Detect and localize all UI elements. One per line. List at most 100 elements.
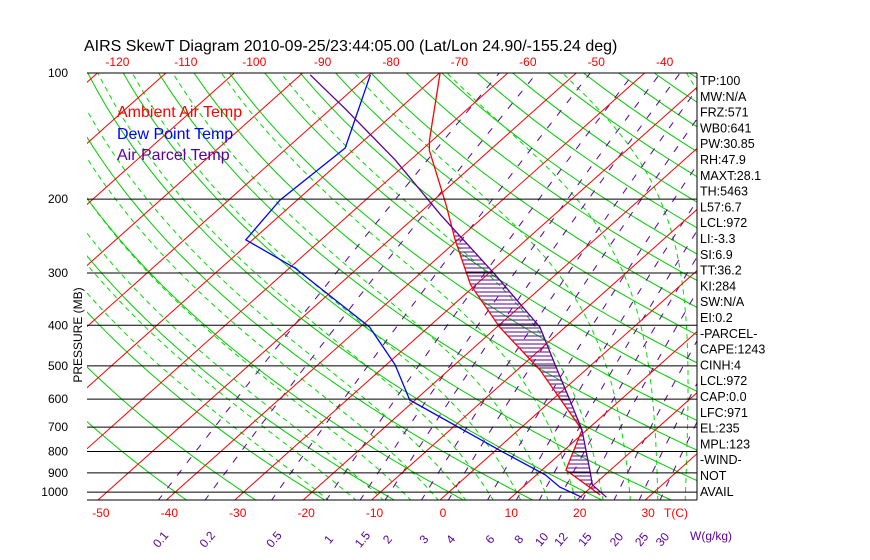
moist-adiabat xyxy=(562,73,689,500)
moist-adiabat xyxy=(220,73,576,500)
dry-adiabat xyxy=(87,197,465,500)
top-temp-tick-label: -40 xyxy=(656,55,674,69)
mixing-ratio-tick-label: 0.2 xyxy=(197,528,219,550)
mixing-ratio-tick-label: 0.5 xyxy=(263,528,285,550)
isotherm xyxy=(439,269,697,500)
moist-adiabat xyxy=(131,73,522,500)
mixing-ratio-tick-label: 20 xyxy=(607,530,627,549)
isotherm xyxy=(87,73,235,206)
isotherm xyxy=(87,73,98,83)
isotherm xyxy=(0,73,29,501)
dry-adiabat xyxy=(653,73,697,103)
temp-tick-label: -10 xyxy=(366,506,384,520)
moist-adiabat xyxy=(87,263,357,500)
mixing-ratio-line xyxy=(325,73,635,500)
index-value: CAP:0.0 xyxy=(700,390,747,404)
isotherm xyxy=(507,330,697,500)
mixing-ratio-line xyxy=(557,256,697,500)
dry-adiabat xyxy=(229,73,697,422)
legend-dewpoint: Dew Point Temp xyxy=(117,126,233,143)
mixing-ratio-tick-label: 4 xyxy=(443,532,458,546)
moist-adiabat xyxy=(87,157,439,500)
isotherm xyxy=(302,147,697,500)
pressure-tick-label: 100 xyxy=(48,66,68,80)
top-temp-tick-label: -100 xyxy=(242,55,266,69)
index-value: MAXT:28.1 xyxy=(700,169,761,183)
index-value: CINH:4 xyxy=(700,358,741,372)
mixing-ratio-tick-label: 30 xyxy=(653,530,673,549)
mixing-ratio-tick-label: 8 xyxy=(511,532,526,546)
dry-adiabat xyxy=(87,366,257,500)
temp-tick-label: 0 xyxy=(440,506,447,520)
isotherm xyxy=(87,73,372,328)
mixing-ratio-tick-label: 3 xyxy=(416,532,431,546)
dry-adiabat xyxy=(441,73,697,255)
moist-adiabat xyxy=(172,73,549,500)
index-value: RH:47.9 xyxy=(700,153,746,167)
legend: Ambient Air Temp Dew Point Temp Air Parc… xyxy=(117,104,242,164)
dewpoint-line xyxy=(244,74,583,498)
temp-tick-label: 30 xyxy=(641,506,655,520)
index-value: LFC:971 xyxy=(700,406,748,420)
mixing-ratio-tick-label: 25 xyxy=(632,530,652,549)
dry-adiabat xyxy=(299,73,697,364)
dry-adiabat xyxy=(796,73,870,501)
index-value: LCL:972 xyxy=(700,374,747,388)
index-value: -WIND- xyxy=(700,453,742,467)
isotherm xyxy=(370,208,697,500)
mixing-ratio-line xyxy=(515,199,697,500)
mixing-ratio-line xyxy=(157,73,500,500)
index-value: TH:5463 xyxy=(700,185,748,199)
mixing-ratio-tick-label: 1 xyxy=(321,532,336,546)
isotherm xyxy=(576,392,697,500)
legend-parcel: Air Parcel Temp xyxy=(117,147,230,164)
top-temp-tick-label: -80 xyxy=(382,55,400,69)
y-axis-label: PRESSURE (MB) xyxy=(71,287,85,382)
pressure-tick-label: 600 xyxy=(48,392,68,406)
pressure-tick-label: 400 xyxy=(48,318,68,332)
top-temp-tick-label: -110 xyxy=(174,55,197,69)
temp-unit-label: T(C) xyxy=(664,506,688,520)
dry-adiabat xyxy=(512,73,697,203)
pressure-tick-label: 800 xyxy=(48,444,68,458)
isotherm xyxy=(165,73,645,500)
temp-tick-label: -40 xyxy=(161,506,179,520)
parcel-temp-line xyxy=(309,74,607,498)
index-value: TP:100 xyxy=(700,74,740,88)
isotherm xyxy=(87,73,303,267)
temp-tick-label: -20 xyxy=(297,506,315,520)
index-value: SI:6.9 xyxy=(700,248,733,262)
isotherm xyxy=(781,73,870,501)
pressure-tick-label: 700 xyxy=(48,420,68,434)
isotherm xyxy=(234,86,697,500)
mixing-ratio-tick-label: 10 xyxy=(532,530,552,549)
dry-adiabat xyxy=(122,73,673,500)
mixing-ratio-tick-label: 15 xyxy=(575,530,595,549)
index-value: KI:284 xyxy=(700,279,736,293)
mixing-ratio-line xyxy=(581,290,697,500)
index-value: CAPE:1243 xyxy=(700,343,765,357)
index-value: FRZ:571 xyxy=(700,106,749,120)
top-temp-tick-label: -50 xyxy=(588,55,606,69)
pressure-tick-label: 1000 xyxy=(41,485,68,499)
top-temp-tick-label: -120 xyxy=(105,55,129,69)
index-value: -PARCEL- xyxy=(700,327,757,341)
pressure-tick-label: 200 xyxy=(48,192,68,206)
isotherm xyxy=(87,73,440,389)
index-value: MW:N/A xyxy=(700,90,747,104)
index-value: LI:-3.3 xyxy=(700,232,735,246)
legend-ambient: Ambient Air Temp xyxy=(117,104,242,121)
moist-adiabat xyxy=(354,73,631,500)
mixing-ratio-tick-label: 6 xyxy=(482,532,497,546)
index-value: WB0:641 xyxy=(700,121,751,135)
temp-tick-label: -30 xyxy=(229,506,247,520)
temp-tick-label: 20 xyxy=(573,506,587,520)
ambient-temp-line xyxy=(428,73,601,496)
isotherm xyxy=(87,73,509,450)
dry-adiabat xyxy=(87,311,326,500)
index-value: EI:0.2 xyxy=(700,311,733,325)
mixing-ratio-line xyxy=(486,164,697,500)
index-value: LCL:972 xyxy=(700,216,747,230)
moist-adiabat xyxy=(97,73,494,500)
dry-adiabat xyxy=(87,73,604,500)
